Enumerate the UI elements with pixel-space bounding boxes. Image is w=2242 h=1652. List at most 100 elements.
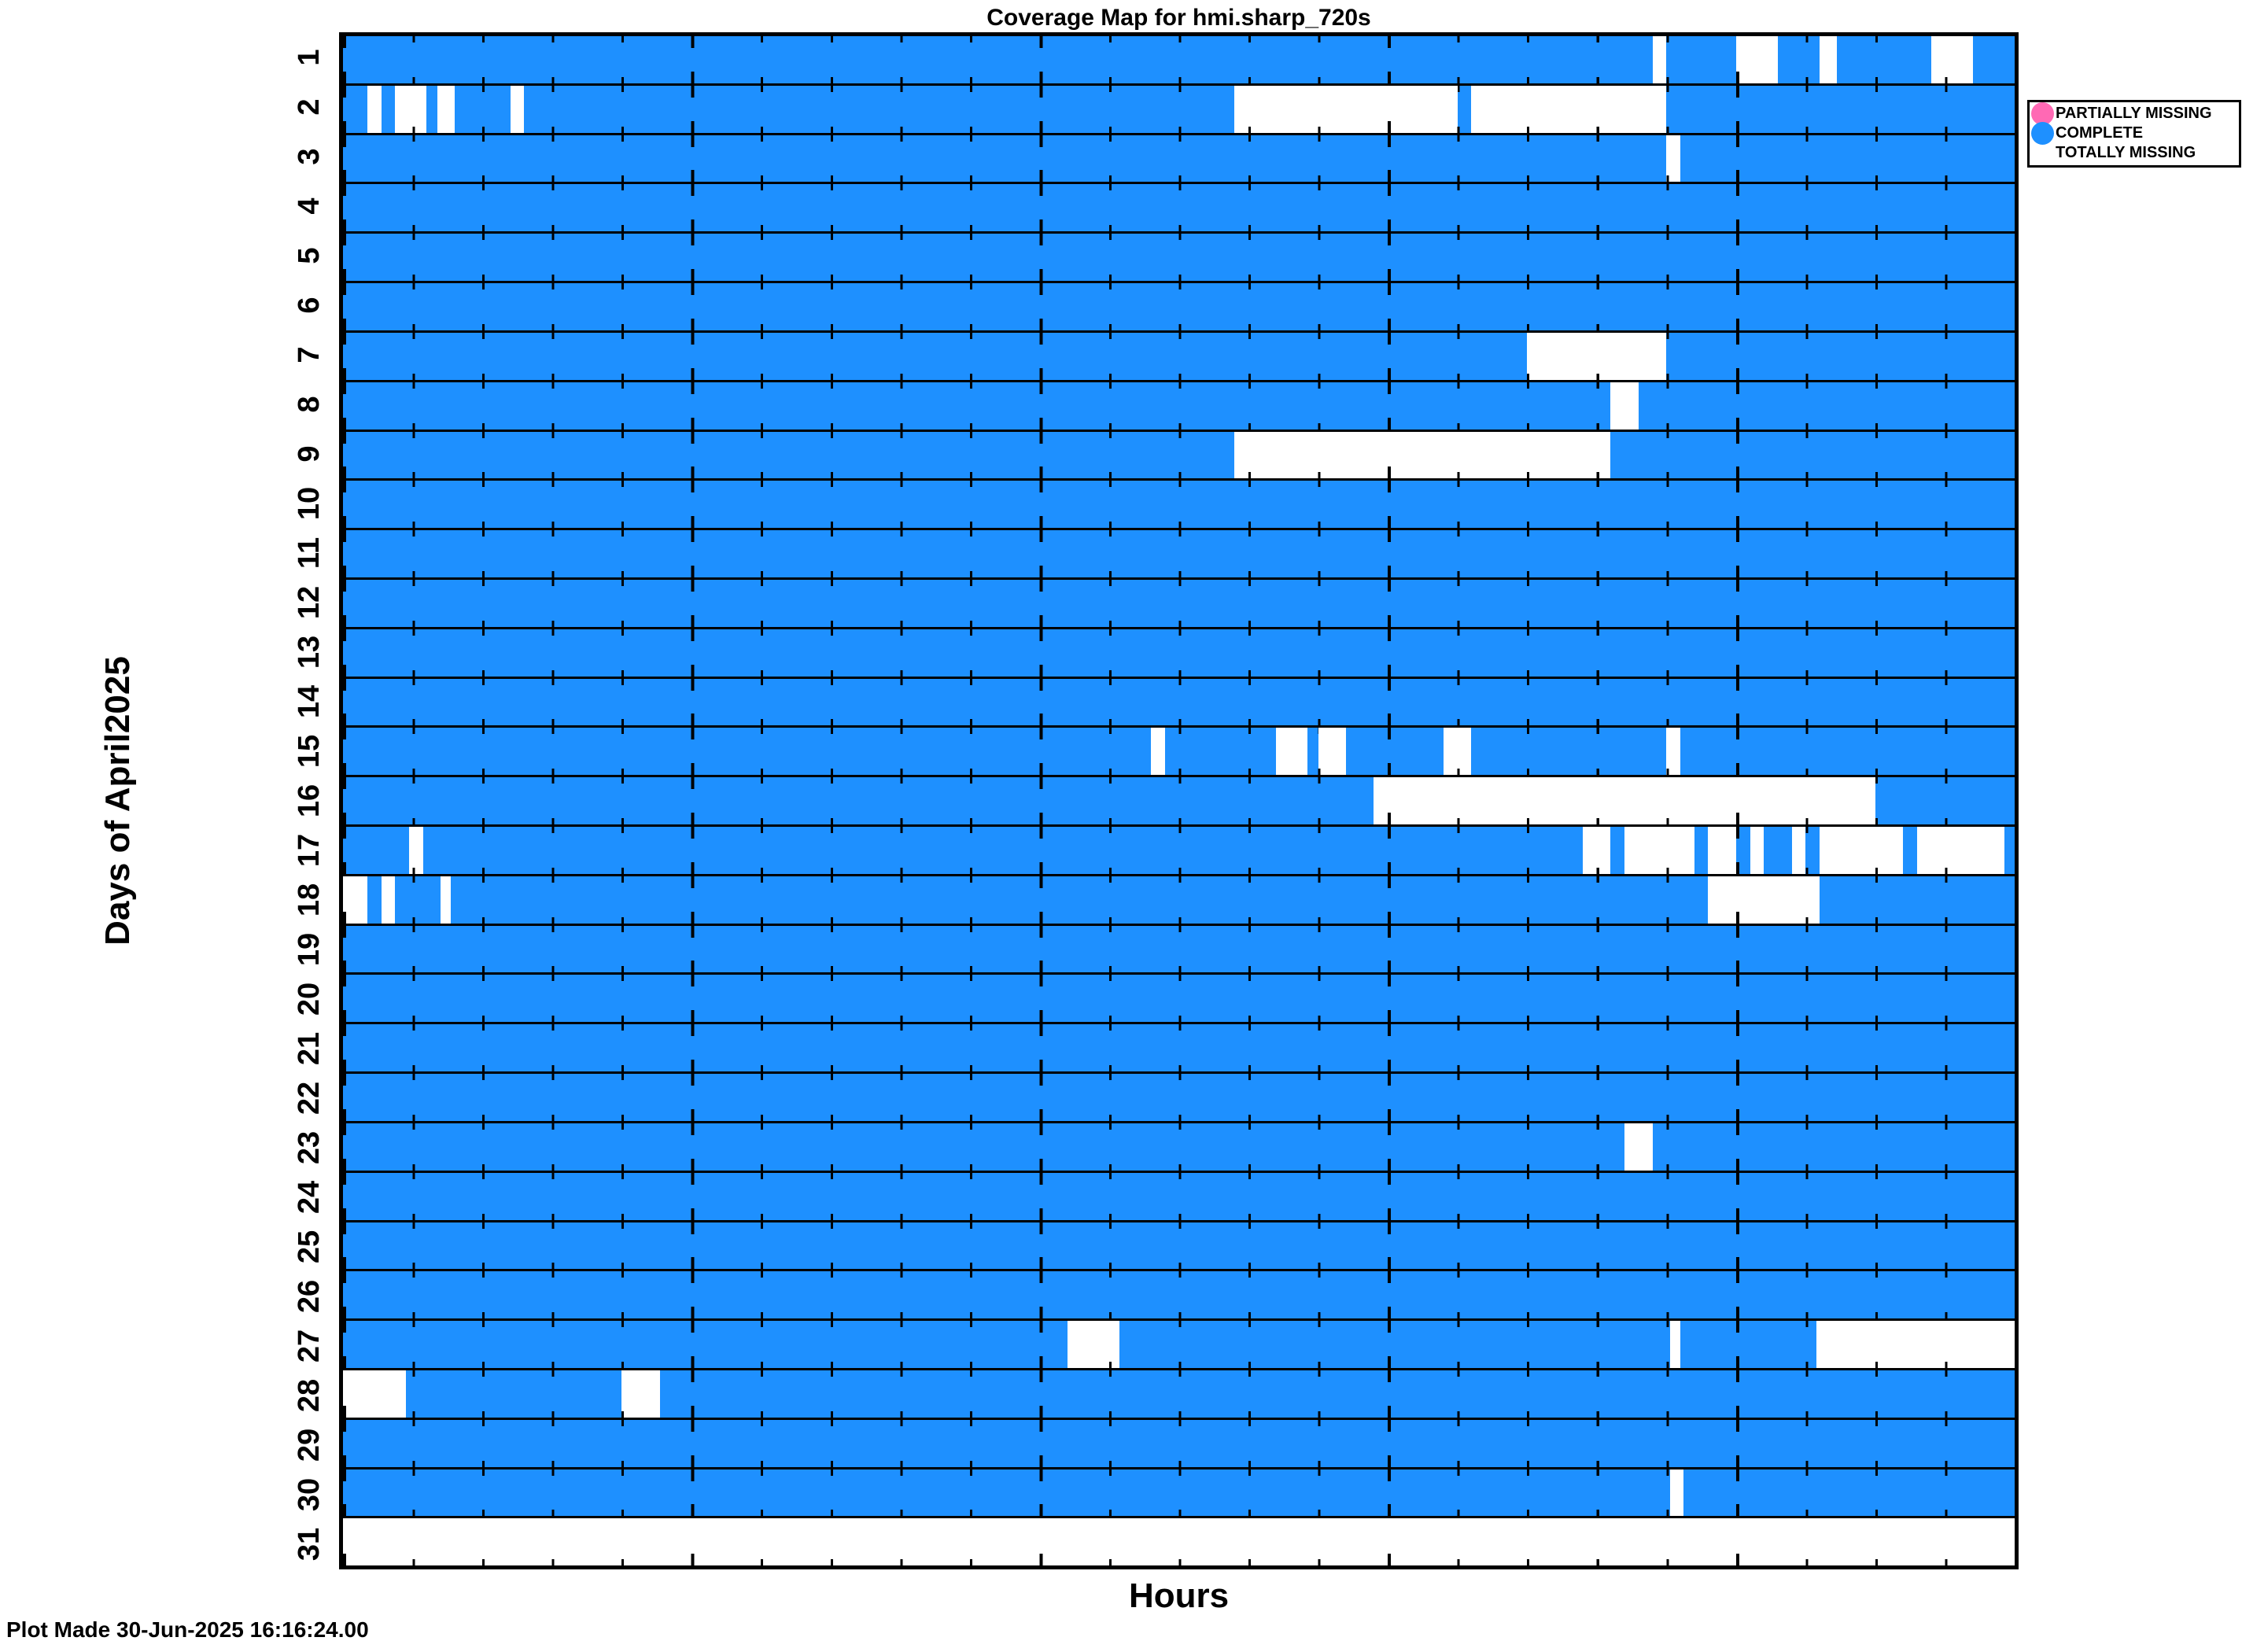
missing-segment bbox=[437, 85, 455, 133]
day-tick-label-20: 20 bbox=[293, 982, 326, 1016]
day-row-23 bbox=[343, 1120, 2015, 1171]
missing-segment bbox=[343, 1518, 2015, 1566]
day-tick-label-3: 3 bbox=[293, 148, 326, 165]
day-row-17 bbox=[343, 824, 2015, 874]
day-row-28 bbox=[343, 1367, 2015, 1418]
legend-label: TOTALLY MISSING bbox=[2056, 144, 2196, 161]
missing-segment bbox=[1669, 1469, 1684, 1517]
day-row-15 bbox=[343, 725, 2015, 776]
day-row-27 bbox=[343, 1318, 2015, 1368]
day-row-29 bbox=[343, 1417, 2015, 1467]
plot-made-timestamp: Plot Made 30-Jun-2025 16:16:24.00 bbox=[6, 1617, 369, 1642]
day-row-4 bbox=[343, 182, 2015, 232]
missing-segment bbox=[409, 827, 423, 874]
day-tick-label-19: 19 bbox=[293, 932, 326, 967]
legend-swatch-icon bbox=[2031, 102, 2054, 125]
day-tick-label-15: 15 bbox=[293, 734, 326, 769]
missing-segment bbox=[1067, 1321, 1120, 1368]
day-row-16 bbox=[343, 775, 2015, 824]
missing-segment bbox=[1234, 431, 1611, 479]
missing-segment bbox=[367, 85, 382, 133]
day-tick-label-8: 8 bbox=[293, 396, 326, 413]
day-tick-label-5: 5 bbox=[293, 247, 326, 264]
day-tick-label-9: 9 bbox=[293, 445, 326, 463]
day-tick-label-21: 21 bbox=[293, 1032, 326, 1066]
missing-segment bbox=[381, 876, 396, 924]
plot-area bbox=[339, 32, 2019, 1569]
day-row-3 bbox=[343, 132, 2015, 183]
legend-swatch-icon bbox=[2031, 122, 2054, 145]
day-row-31 bbox=[343, 1516, 2015, 1566]
day-row-19 bbox=[343, 923, 2015, 973]
missing-segment bbox=[1527, 332, 1667, 380]
missing-segment bbox=[1151, 728, 1165, 776]
missing-segment bbox=[1735, 36, 1778, 83]
day-tick-label-26: 26 bbox=[293, 1280, 326, 1314]
legend-item: PARTIALLY MISSING bbox=[2031, 102, 2239, 125]
missing-segment bbox=[1318, 728, 1346, 776]
missing-segment bbox=[1624, 1123, 1653, 1171]
day-tick-label-12: 12 bbox=[293, 585, 326, 619]
missing-segment bbox=[1820, 827, 1904, 874]
day-tick-label-16: 16 bbox=[293, 784, 326, 818]
missing-segment bbox=[621, 1370, 660, 1418]
missing-segment bbox=[510, 85, 525, 133]
day-row-22 bbox=[343, 1071, 2015, 1121]
missing-segment bbox=[440, 876, 452, 924]
x-axis-title: Hours bbox=[1128, 1576, 1230, 1615]
day-tick-label-17: 17 bbox=[293, 833, 326, 868]
missing-segment bbox=[1443, 728, 1472, 776]
day-row-10 bbox=[343, 478, 2015, 529]
missing-segment bbox=[1652, 36, 1667, 83]
day-tick-label-24: 24 bbox=[293, 1181, 326, 1215]
day-row-30 bbox=[343, 1466, 2015, 1517]
day-tick-label-7: 7 bbox=[293, 346, 326, 363]
day-tick-label-27: 27 bbox=[293, 1329, 326, 1363]
day-row-8 bbox=[343, 379, 2015, 430]
day-row-11 bbox=[343, 528, 2015, 577]
missing-segment bbox=[395, 85, 427, 133]
day-row-26 bbox=[343, 1269, 2015, 1319]
legend-box: PARTIALLY MISSING COMPLETE TOTALLY MISSING bbox=[2027, 100, 2241, 168]
missing-segment bbox=[1234, 85, 1458, 133]
day-tick-label-22: 22 bbox=[293, 1082, 326, 1115]
day-row-7 bbox=[343, 330, 2015, 380]
missing-segment bbox=[1610, 382, 1639, 430]
day-tick-label-29: 29 bbox=[293, 1429, 326, 1462]
day-tick-label-18: 18 bbox=[293, 883, 326, 917]
missing-segment bbox=[1669, 1321, 1680, 1368]
day-tick-label-1: 1 bbox=[293, 48, 326, 66]
day-tick-label-14: 14 bbox=[293, 684, 326, 719]
missing-segment bbox=[1666, 728, 1680, 776]
missing-segment bbox=[1791, 827, 1806, 874]
day-row-24 bbox=[343, 1170, 2015, 1220]
day-row-1 bbox=[343, 36, 2015, 83]
y-axis-title: Days of April2025 bbox=[98, 656, 137, 946]
day-row-6 bbox=[343, 281, 2015, 330]
missing-segment bbox=[1708, 876, 1820, 924]
legend-label: COMPLETE bbox=[2056, 124, 2144, 142]
missing-segment bbox=[1374, 777, 1875, 824]
day-row-13 bbox=[343, 626, 2015, 677]
day-tick-label-2: 2 bbox=[293, 98, 326, 116]
day-row-18 bbox=[343, 873, 2015, 924]
day-tick-label-10: 10 bbox=[293, 486, 326, 520]
day-tick-label-13: 13 bbox=[293, 635, 326, 669]
legend-label: PARTIALLY MISSING bbox=[2056, 105, 2212, 122]
missing-segment bbox=[1930, 36, 1973, 83]
day-row-5 bbox=[343, 231, 2015, 282]
day-tick-label-4: 4 bbox=[293, 197, 326, 215]
day-row-20 bbox=[343, 972, 2015, 1023]
missing-segment bbox=[1820, 36, 1838, 83]
day-tick-label-6: 6 bbox=[293, 297, 326, 314]
missing-segment bbox=[1471, 85, 1667, 133]
missing-segment bbox=[1624, 827, 1694, 874]
day-tick-label-25: 25 bbox=[293, 1230, 326, 1264]
missing-segment bbox=[1708, 827, 1736, 874]
day-tick-label-28: 28 bbox=[293, 1379, 326, 1413]
missing-segment bbox=[343, 1370, 406, 1418]
missing-segment bbox=[1917, 827, 2004, 874]
day-tick-label-11: 11 bbox=[293, 537, 326, 569]
day-tick-label-31: 31 bbox=[293, 1528, 326, 1562]
day-tick-label-23: 23 bbox=[293, 1131, 326, 1165]
